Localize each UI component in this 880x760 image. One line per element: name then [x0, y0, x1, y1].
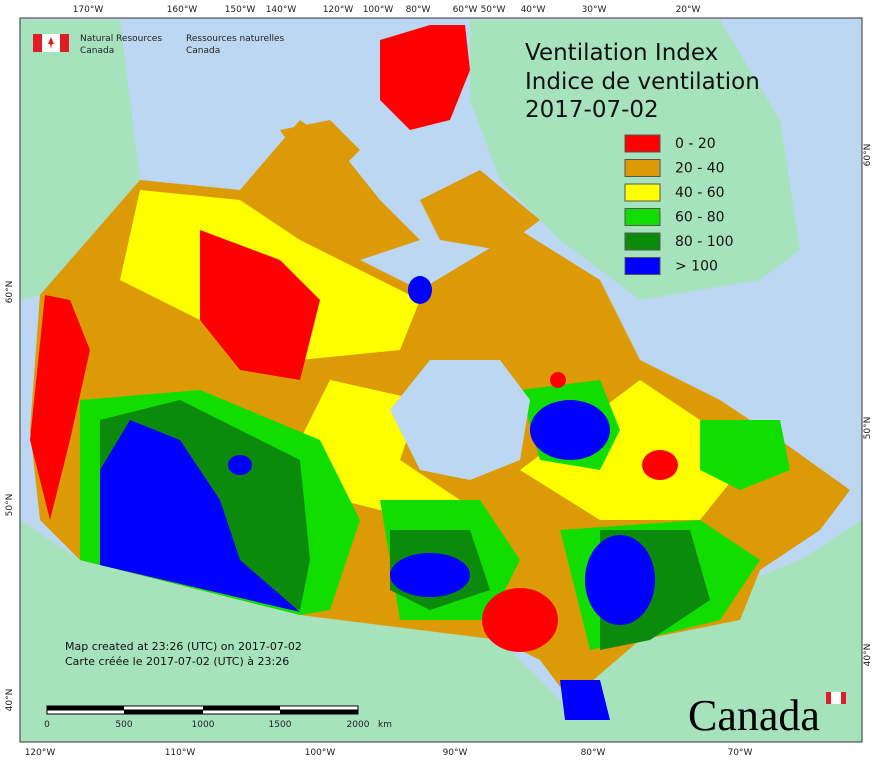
- scale-bar: [46, 705, 359, 715]
- top-longitude: 120°W: [323, 5, 354, 15]
- bottom-longitude: 90°W: [443, 748, 468, 758]
- top-longitude: 80°W: [406, 5, 431, 15]
- org-en: Natural Resources: [80, 34, 162, 44]
- zone: [585, 535, 655, 625]
- legend-swatch: [624, 257, 661, 275]
- left-latitude: 50°N: [5, 494, 15, 517]
- zone: [642, 450, 678, 480]
- title-date: 2017-07-02: [525, 97, 659, 123]
- scale-label: 1500: [269, 720, 292, 730]
- legend-label: 60 - 80: [675, 210, 725, 226]
- bottom-longitude: 120°W: [25, 748, 56, 758]
- top-longitude: 140°W: [266, 5, 297, 15]
- zone: [408, 276, 432, 304]
- legend-swatch: [624, 183, 661, 202]
- scale-label: 0: [44, 720, 50, 730]
- wordmark: Canada: [688, 691, 820, 740]
- zone: [560, 680, 610, 720]
- zone: [390, 553, 470, 597]
- zone: [550, 372, 566, 388]
- scale-label: 2000: [347, 720, 370, 730]
- legend-label: > 100: [675, 259, 718, 275]
- zone: [380, 25, 470, 130]
- left-latitude: 40°N: [5, 689, 15, 712]
- legend-label: 40 - 60: [675, 185, 725, 201]
- bottom-longitude: 70°W: [728, 748, 753, 758]
- dynamic: 0 - 20 20 - 40 40 - 60 60 - 80 80 - 100 > 100…: [5, 5, 873, 758]
- legend-label: 20 - 40: [675, 161, 725, 177]
- right-latitude: 40°N: [863, 644, 873, 667]
- legend-label: 80 - 100: [675, 234, 734, 250]
- zone: [280, 120, 360, 170]
- top-longitude: 100°W: [363, 5, 394, 15]
- legend-swatch: [624, 134, 661, 153]
- right-latitude: 50°N: [863, 417, 873, 440]
- nrcan-logo: Natural Resources Canada Ressources natu…: [33, 34, 285, 56]
- top-longitude: 40°W: [521, 5, 546, 15]
- legend-swatch: [624, 208, 661, 226]
- scale-label: 1000: [192, 720, 215, 730]
- org-fr-2: Canada: [186, 46, 220, 56]
- hudson-bay: [390, 360, 530, 480]
- created-fr: Carte créée le 2017-07-02 (UTC) à 23:26: [65, 655, 289, 668]
- zone: [520, 380, 740, 520]
- top-longitude: 20°W: [676, 5, 701, 15]
- top-longitude: 30°W: [582, 5, 607, 15]
- title-fr: Indice de ventilation: [525, 69, 760, 95]
- bottom-longitude: 80°W: [581, 748, 606, 758]
- zone: [30, 295, 90, 520]
- zone: [240, 120, 420, 260]
- zone: [200, 230, 320, 380]
- title-en: Ventilation Index: [525, 40, 718, 66]
- left-latitude: 60°N: [5, 281, 15, 304]
- org-en-2: Canada: [80, 46, 114, 56]
- legend-swatch: [624, 159, 661, 177]
- scale-unit: km: [378, 720, 392, 730]
- zone: [482, 588, 558, 652]
- top-longitude: 150°W: [225, 5, 256, 15]
- zone: [420, 170, 540, 250]
- top-longitude: 170°W: [73, 5, 104, 15]
- zone: [700, 420, 790, 490]
- zone: [228, 455, 252, 475]
- top-longitude: 60°W: [453, 5, 478, 15]
- wordmark-flag: [826, 692, 846, 704]
- top-longitude: 50°W: [481, 5, 506, 15]
- bottom-longitude: 100°W: [305, 748, 336, 758]
- created-en: Map created at 23:26 (UTC) on 2017-07-02: [65, 640, 302, 653]
- bottom-longitude: 110°W: [165, 748, 196, 758]
- legend-swatch: [624, 232, 661, 251]
- legend-label: 0 - 20: [675, 136, 716, 152]
- zone: [530, 400, 610, 460]
- scale-label: 500: [115, 720, 132, 730]
- zone: [100, 420, 300, 612]
- org-fr: Ressources naturelles: [186, 34, 285, 44]
- frame: [19, 17, 863, 743]
- top-longitude: 160°W: [167, 5, 198, 15]
- right-latitude: 60°N: [863, 144, 873, 167]
